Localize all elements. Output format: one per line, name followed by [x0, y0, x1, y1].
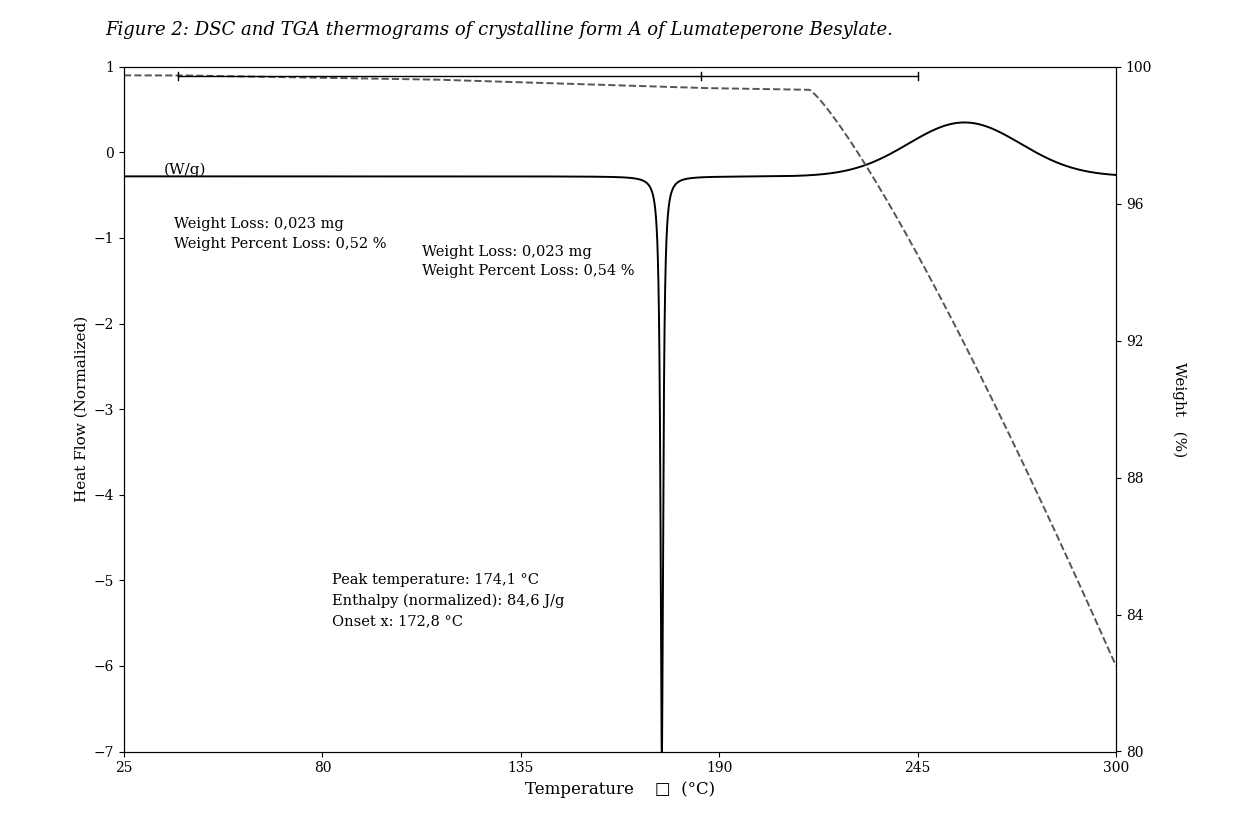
Y-axis label: Weight   (%): Weight (%): [1173, 362, 1187, 457]
Y-axis label: Heat Flow (Normalized): Heat Flow (Normalized): [74, 316, 88, 503]
Text: (W/g): (W/g): [164, 163, 206, 177]
Text: Weight Loss: 0,023 mg
Weight Percent Loss: 0,54 %: Weight Loss: 0,023 mg Weight Percent Los…: [422, 245, 634, 278]
Text: Peak temperature: 174,1 °C
Enthalpy (normalized): 84,6 J/g
Onset x: 172,8 °C: Peak temperature: 174,1 °C Enthalpy (nor…: [332, 573, 564, 629]
Text: Weight Loss: 0,023 mg
Weight Percent Loss: 0,52 %: Weight Loss: 0,023 mg Weight Percent Los…: [174, 217, 386, 251]
X-axis label: Temperature    □  (°C): Temperature □ (°C): [525, 781, 715, 797]
Text: Figure 2: DSC and TGA thermograms of crystalline form A of Lumateperone Besylate: Figure 2: DSC and TGA thermograms of cry…: [105, 21, 893, 39]
